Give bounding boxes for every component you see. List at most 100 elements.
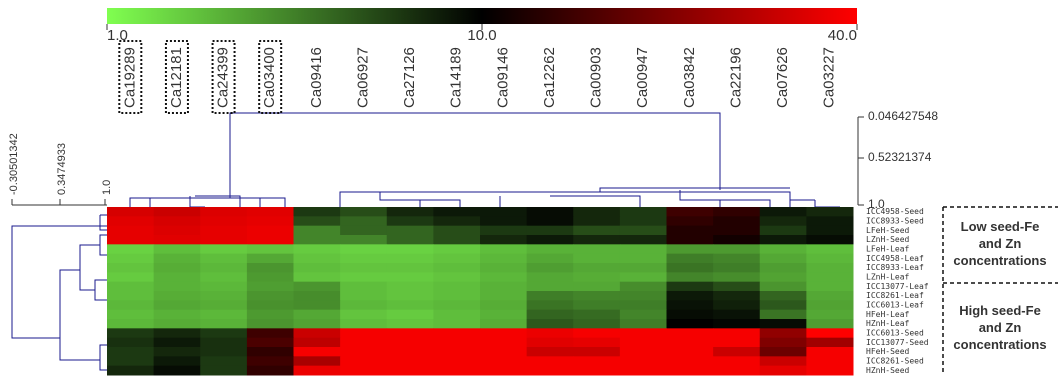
heatmap-cell xyxy=(713,328,761,339)
heatmap-cell xyxy=(619,356,667,367)
heatmap-cell xyxy=(806,281,854,292)
heatmap-cell xyxy=(340,216,388,227)
heatmap-cell xyxy=(806,244,854,255)
heatmap-cell xyxy=(107,207,155,217)
heatmap-cell xyxy=(713,347,761,357)
heatmap-cell xyxy=(340,235,388,245)
heatmap-cell xyxy=(713,207,761,217)
heatmap-cell xyxy=(806,225,854,236)
heatmap-cell xyxy=(386,337,434,348)
heatmap-cell xyxy=(200,291,248,301)
heatmap-cell xyxy=(433,216,481,227)
heatmap-cell xyxy=(480,263,528,273)
heatmap-cell xyxy=(713,309,761,320)
heatmap-cell xyxy=(806,235,854,245)
heatmap-cell xyxy=(153,319,201,329)
heatmap-cell xyxy=(433,272,481,283)
heatmap-cell xyxy=(619,225,667,236)
heatmap-cell xyxy=(200,300,248,311)
row-label: ICC8261-Leaf xyxy=(866,291,924,300)
heatmap-cell xyxy=(526,263,574,273)
heatmap-cell xyxy=(526,365,574,376)
heatmap-cell xyxy=(713,365,761,376)
heatmap-cell xyxy=(246,319,294,329)
heatmap-cell xyxy=(619,309,667,320)
row-label: LFeH-Leaf xyxy=(866,245,910,254)
group-label: and Zn xyxy=(979,320,1022,335)
row-label: ICC13077-Seed xyxy=(866,338,929,347)
heatmap-cell xyxy=(433,235,481,245)
heatmap-cell xyxy=(480,356,528,367)
heatmap-cell xyxy=(246,207,294,217)
heatmap-cell xyxy=(526,291,574,301)
heatmap-cell xyxy=(246,337,294,348)
heatmap-cell xyxy=(526,347,574,357)
heatmap-cell xyxy=(573,347,621,357)
heatmap-cell xyxy=(200,356,248,367)
heatmap-cell xyxy=(340,272,388,283)
heatmap-cell xyxy=(806,263,854,273)
heatmap-cell xyxy=(153,244,201,255)
heatmap-cell xyxy=(386,365,434,376)
column-label: Ca12262 xyxy=(541,47,558,108)
column-highlight-box xyxy=(211,40,236,114)
heatmap-cell xyxy=(713,263,761,273)
heatmap-cell xyxy=(759,281,807,292)
heatmap-cell xyxy=(433,244,481,255)
heatmap-cell xyxy=(480,365,528,376)
heatmap-cell xyxy=(200,235,248,245)
heatmap-cell xyxy=(433,207,481,217)
heatmap-cell xyxy=(480,337,528,348)
heatmap-cell xyxy=(293,244,341,255)
heatmap-cell xyxy=(153,328,201,339)
heatmap-cell xyxy=(480,309,528,320)
heatmap-cell xyxy=(806,272,854,283)
heatmap-cell xyxy=(246,365,294,376)
heatmap-cell xyxy=(573,253,621,264)
heatmap-cell xyxy=(806,337,854,348)
heatmap-cell xyxy=(480,319,528,329)
heatmap-cell xyxy=(759,300,807,311)
heatmap-cell xyxy=(386,244,434,255)
heatmap-cell xyxy=(806,365,854,376)
heatmap-cell xyxy=(293,253,341,264)
heatmap-cell xyxy=(759,244,807,255)
heatmap-cell xyxy=(293,225,341,236)
heatmap-cell xyxy=(573,309,621,320)
heatmap-cell xyxy=(293,300,341,311)
row-label: ICC13077-Leaf xyxy=(866,282,929,291)
heatmap-cell xyxy=(200,328,248,339)
heatmap-cell xyxy=(153,291,201,301)
heatmap-cell xyxy=(619,281,667,292)
heatmap-cell xyxy=(246,347,294,357)
heatmap-cell xyxy=(573,365,621,376)
heatmap-cell xyxy=(107,244,155,255)
heatmap-cell xyxy=(619,207,667,217)
heatmap-cell xyxy=(386,347,434,357)
heatmap-cell xyxy=(619,365,667,376)
column-label: Ca19289 xyxy=(121,47,138,108)
heatmap-cell xyxy=(107,253,155,264)
heatmap-cell xyxy=(666,281,714,292)
heatmap-cell xyxy=(386,356,434,367)
heatmap-cell xyxy=(573,235,621,245)
heatmap-cell xyxy=(153,356,201,367)
heatmap-cell xyxy=(480,328,528,339)
heatmap-cell xyxy=(433,319,481,329)
heatmap-cell xyxy=(200,337,248,348)
heatmap-cell xyxy=(153,300,201,311)
column-label: Ca07626 xyxy=(774,47,791,108)
heatmap-cell xyxy=(246,300,294,311)
heatmap-cell xyxy=(293,309,341,320)
heatmap-cell xyxy=(293,328,341,339)
heatmap-cell xyxy=(293,272,341,283)
heatmap-cell xyxy=(619,235,667,245)
heatmap-cell xyxy=(386,291,434,301)
heatmap-cell xyxy=(246,263,294,273)
heatmap-cell xyxy=(293,337,341,348)
heatmap-cell xyxy=(153,272,201,283)
heatmap-cell xyxy=(573,337,621,348)
heatmap-cell xyxy=(573,216,621,227)
column-label: Ca12181 xyxy=(168,47,185,108)
heatmap-cell xyxy=(153,337,201,348)
